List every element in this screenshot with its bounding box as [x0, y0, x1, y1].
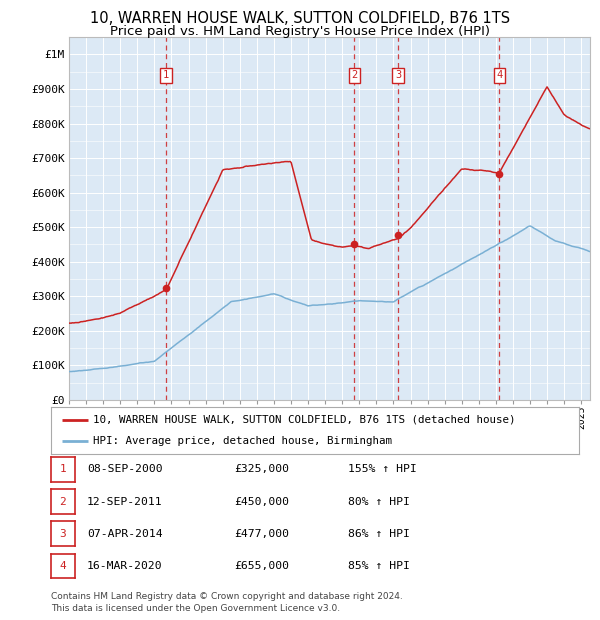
- Text: 155% ↑ HPI: 155% ↑ HPI: [348, 464, 417, 474]
- Text: 86% ↑ HPI: 86% ↑ HPI: [348, 529, 410, 539]
- Text: 07-APR-2014: 07-APR-2014: [87, 529, 163, 539]
- Text: 10, WARREN HOUSE WALK, SUTTON COLDFIELD, B76 1TS: 10, WARREN HOUSE WALK, SUTTON COLDFIELD,…: [90, 11, 510, 26]
- Text: 4: 4: [59, 561, 67, 571]
- Text: 08-SEP-2000: 08-SEP-2000: [87, 464, 163, 474]
- Text: 4: 4: [496, 70, 503, 80]
- Text: 3: 3: [395, 70, 401, 80]
- Text: 80% ↑ HPI: 80% ↑ HPI: [348, 497, 410, 507]
- Text: £655,000: £655,000: [234, 561, 289, 571]
- Text: 16-MAR-2020: 16-MAR-2020: [87, 561, 163, 571]
- Text: 2: 2: [351, 70, 358, 80]
- Text: 1: 1: [163, 70, 169, 80]
- Text: 85% ↑ HPI: 85% ↑ HPI: [348, 561, 410, 571]
- Text: Price paid vs. HM Land Registry's House Price Index (HPI): Price paid vs. HM Land Registry's House …: [110, 25, 490, 38]
- Text: 10, WARREN HOUSE WALK, SUTTON COLDFIELD, B76 1TS (detached house): 10, WARREN HOUSE WALK, SUTTON COLDFIELD,…: [93, 415, 516, 425]
- Text: £325,000: £325,000: [234, 464, 289, 474]
- Text: 12-SEP-2011: 12-SEP-2011: [87, 497, 163, 507]
- Text: 3: 3: [59, 529, 67, 539]
- Text: HPI: Average price, detached house, Birmingham: HPI: Average price, detached house, Birm…: [93, 436, 392, 446]
- Text: 1: 1: [59, 464, 67, 474]
- Text: £450,000: £450,000: [234, 497, 289, 507]
- Text: £477,000: £477,000: [234, 529, 289, 539]
- Text: This data is licensed under the Open Government Licence v3.0.: This data is licensed under the Open Gov…: [51, 603, 340, 613]
- Text: 2: 2: [59, 497, 67, 507]
- Text: Contains HM Land Registry data © Crown copyright and database right 2024.: Contains HM Land Registry data © Crown c…: [51, 592, 403, 601]
